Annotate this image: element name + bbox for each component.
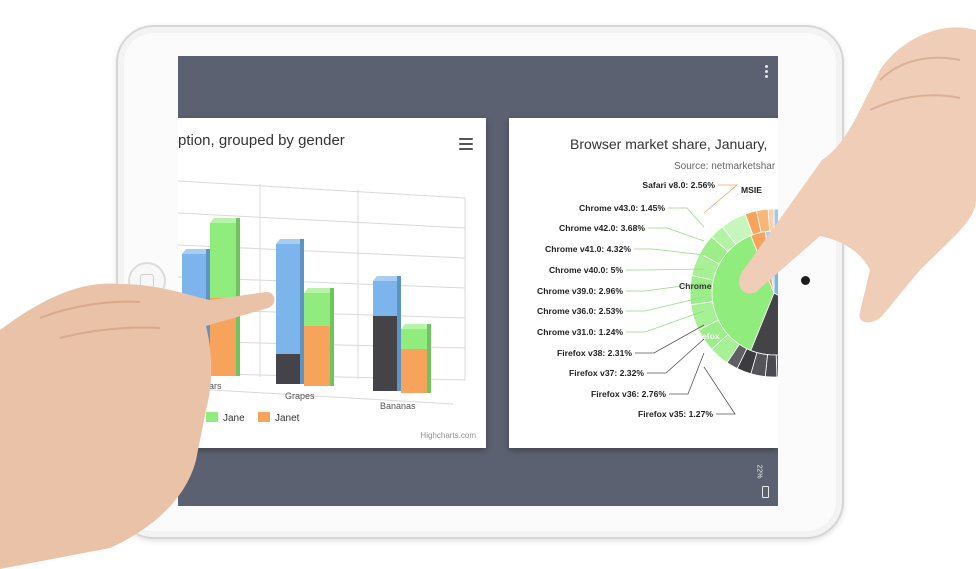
camera-dot [801, 276, 810, 285]
battery-icon [762, 486, 769, 498]
slice-label-3: Chrome v41.0: 4.32% [545, 244, 631, 254]
legend-label-janet[interactable]: Janet [275, 413, 300, 424]
slice-label-8: Firefox v38: 2.31% [557, 348, 632, 358]
slice-label-10: Firefox v36: 2.76% [591, 389, 666, 399]
left-chart-panel: ption, grouped by gender [178, 118, 486, 448]
tablet-screen: ption, grouped by gender [178, 56, 778, 506]
leader-line-9 [647, 338, 705, 374]
xaxis-label-bananas: Bananas [380, 401, 416, 411]
leader-line-6 [626, 296, 705, 312]
donut-chart: Safari v8.0: 2.56% Chrome v43.0: 1.45% Chr… [537, 180, 778, 419]
leader-line-0 [703, 184, 739, 214]
right-chart-panel: Browser market share, January, Source: n… [509, 118, 778, 448]
legend-swatch-jane [206, 412, 218, 422]
leader-line-8 [635, 324, 705, 354]
legend-label-jane[interactable]: Jane [223, 413, 245, 424]
leader-line-11 [703, 366, 736, 415]
chart-credits[interactable]: Highcharts.com [420, 431, 476, 440]
slice-label-2: Chrome v42.0: 3.68% [559, 223, 645, 233]
slice-label-0: Safari v8.0: 2.56% [642, 180, 715, 190]
bar-bananas-john[interactable] [373, 276, 401, 391]
leader-line-4 [626, 268, 705, 271]
left-chart-plot: Pears Grapes Bananas Jane Janet [178, 180, 466, 424]
leader-line-5 [626, 282, 705, 292]
bar-grapes-jane[interactable] [304, 288, 334, 386]
inner-label-chrome: Chrome [679, 281, 712, 291]
bar-pears-john[interactable] [182, 249, 210, 374]
leader-line-1 [668, 207, 705, 228]
slice-label-5: Chrome v39.0: 2.96% [537, 286, 623, 296]
slice-label-11: Firefox v35: 1.27% [638, 409, 713, 419]
more-options-icon[interactable] [765, 65, 769, 80]
slice-label-9: Firefox v37: 2.32% [569, 368, 644, 378]
slice-label-4: Chrome v40.0: 5% [549, 265, 623, 275]
battery-text: 22% [755, 464, 763, 479]
legend-swatch-janet [258, 412, 270, 422]
leader-line-2 [648, 227, 705, 242]
right-chart-title: Browser market share, January, [570, 136, 768, 152]
xaxis-label-pears: Pears [198, 381, 222, 391]
battery-indicator: 22% [756, 456, 770, 498]
leader-line-10 [669, 352, 705, 395]
chart-menu-icon[interactable] [459, 138, 473, 150]
right-chart-subtitle: Source: netmarketshar [674, 161, 776, 172]
left-chart-title: ption, grouped by gender [178, 132, 345, 149]
slice-label-1: Chrome v43.0: 1.45% [579, 203, 665, 213]
inner-label-firefox: Firefox [691, 331, 720, 341]
slice-label-6: Chrome v36.0: 2.53% [537, 306, 623, 316]
msie-label: MSIE [741, 185, 762, 195]
home-button[interactable] [128, 262, 166, 300]
bar-pears-jane[interactable] [210, 218, 240, 376]
bar-grapes-john[interactable] [276, 239, 304, 384]
xaxis-label-grapes: Grapes [285, 391, 315, 401]
leader-line-7 [626, 310, 705, 333]
bar-bananas-jane[interactable] [401, 324, 431, 393]
leader-line-3 [634, 248, 705, 256]
slice-label-7: Chrome v31.0: 1.24% [537, 327, 623, 337]
right-hand-knuckles [869, 56, 961, 111]
legend: Jane Janet [206, 412, 300, 424]
